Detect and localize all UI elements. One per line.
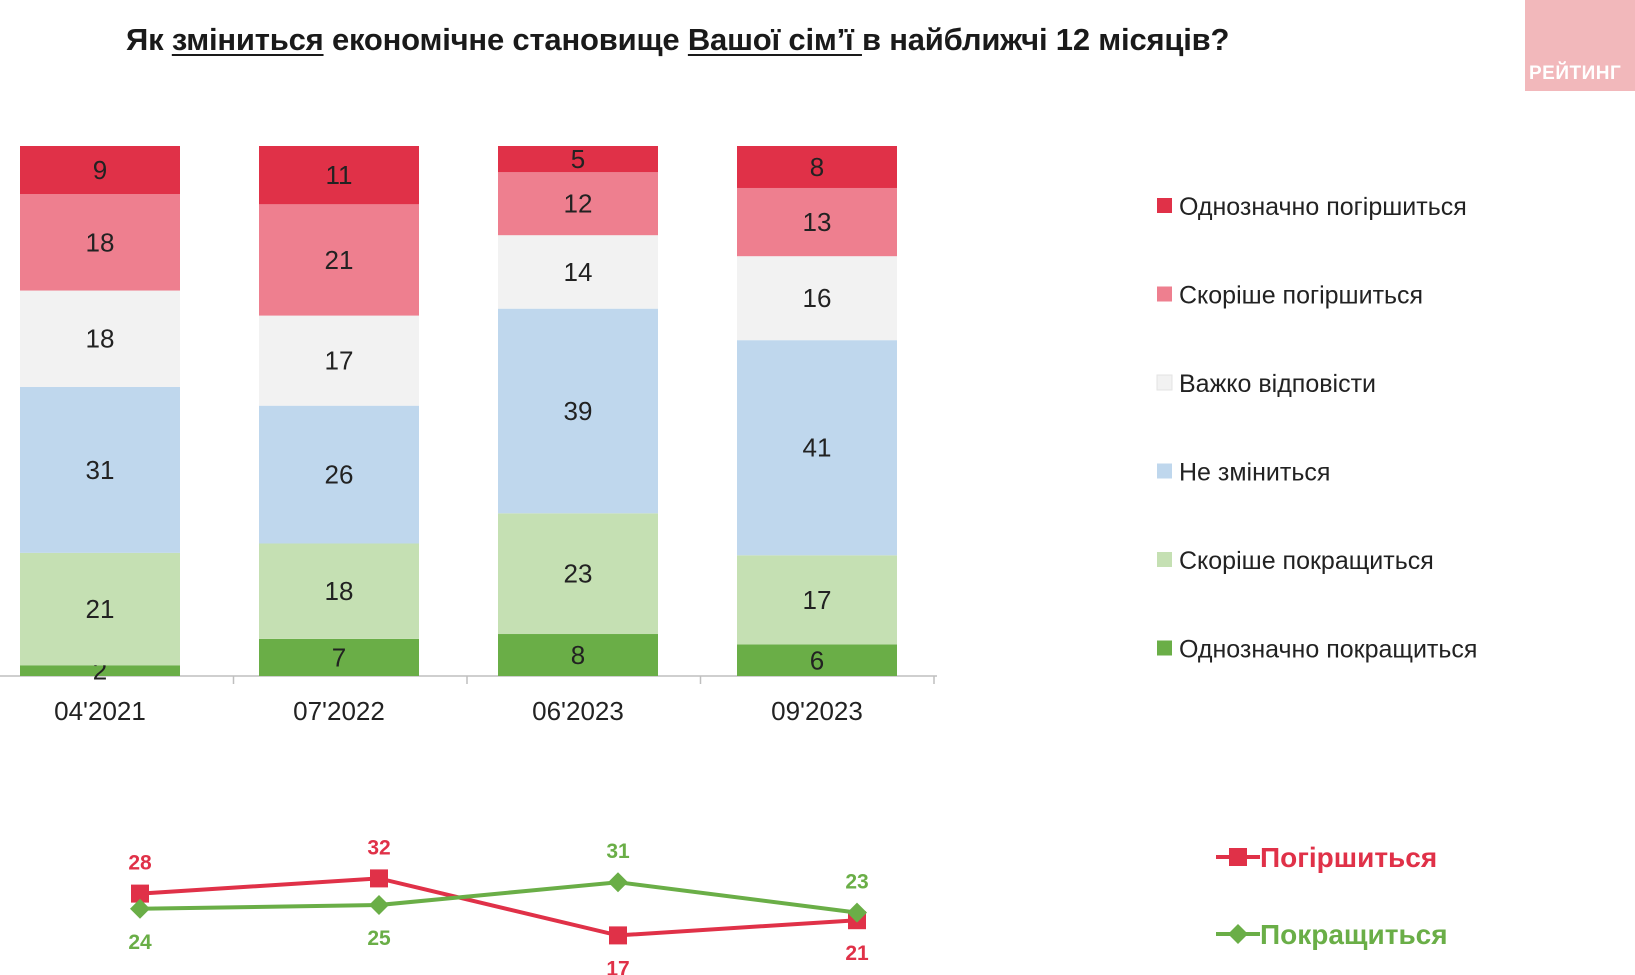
bar-value-label: 31 [86,455,115,485]
bar-value-label: 17 [803,585,832,615]
line-value-label: 21 [845,942,869,965]
bar-segment-definitely-worse [498,146,658,173]
bar-segment-definitely-worse [259,146,419,205]
bar-value-label: 6 [810,645,824,675]
bar-value-label: 39 [564,396,593,426]
line-value-label: 24 [128,931,152,954]
line-value-label: 23 [845,871,868,894]
legend-swatch-rather-better [1157,552,1172,567]
marker-diamond-2 [608,872,628,893]
bar-value-label: 18 [86,227,115,257]
bar-value-label: 9 [93,155,107,185]
bar-segment-rather-better [259,543,419,639]
bar-segment-rather-better [498,513,658,635]
chart-title: Як зміниться економічне становище Вашої … [126,22,1229,58]
bar-segment-rather-better [20,552,180,666]
line-value-label: 31 [606,840,630,863]
bar-segment-hard-to-say [737,256,897,341]
category-label: 06'2023 [532,696,624,726]
bar-value-label: 13 [803,207,832,237]
line-line-worse [139,876,858,938]
bar-segment-rather-worse [498,172,658,236]
legend-label: Однозначно погіршиться [1179,193,1467,221]
bar-segment-no-change [737,340,897,556]
marker-square-0 [131,884,149,903]
rating-logo: РЕЙТИНГ [1525,0,1635,91]
bar-value-label: 8 [571,640,585,670]
bar-value-label: 5 [571,144,585,174]
bar-value-label: 7 [332,642,346,672]
marker-square-1 [370,869,388,888]
legend-swatch-hard-to-say [1156,374,1173,391]
marker-diamond-3 [847,902,867,923]
legend-swatch-rather-worse [1157,286,1172,302]
bar-segment-no-change [259,405,419,544]
line-legend-label: Покращиться [1260,919,1448,950]
bar-value-label: 14 [564,257,593,287]
category-label: 09'2023 [771,696,863,726]
bar-value-label: 18 [86,324,115,354]
bar-value-label: 21 [325,245,354,275]
line-line-better [139,880,858,915]
legend-label: Скоріше погіршиться [1179,282,1423,310]
title-part-2: зміниться [171,22,324,57]
legend-swatch-definitely-worse [1157,198,1172,213]
line-value-label: 28 [128,852,152,875]
line-legend-label: Погіршиться [1260,842,1437,873]
bar-value-label: 17 [325,346,354,376]
legend-swatch-definitely-better [1157,640,1172,656]
category-label: 04'2021 [54,696,146,726]
bar-value-label: 41 [803,433,832,463]
line-value-label: 17 [606,957,629,975]
line-value-label: 32 [367,836,390,859]
bar-segment-definitely-worse [20,146,180,195]
bar-segment-hard-to-say [20,290,180,387]
bar-segment-no-change [498,308,658,514]
legend-label: Важко відповісти [1179,370,1376,398]
bar-value-label: 11 [326,160,353,190]
legend-label: Однозначно покращиться [1179,636,1477,664]
legend-label: Скоріше покращиться [1179,547,1434,575]
category-label: 07'2022 [293,696,385,726]
bar-segment-rather-worse [20,194,180,291]
title-part-1: Як [126,22,172,57]
bar-value-label: 16 [803,283,832,313]
title-part-5: в найближчі 12 місяців? [861,22,1230,57]
bar-segment-definitely-worse [737,146,897,188]
bar-value-label: 26 [325,460,354,490]
marker-diamond-0 [130,898,150,919]
rating-logo-text: РЕЙТИНГ [1529,63,1622,84]
bar-segment-hard-to-say [259,315,419,406]
legend-swatch-no-change [1157,463,1172,479]
bar-value-label: 18 [325,576,354,606]
bar-value-label: 12 [564,189,593,219]
bar-value-label: 8 [810,152,824,182]
bar-value-label: 21 [86,594,115,624]
title-part-3: економічне становище [323,22,688,57]
marker-diamond-1 [369,895,389,915]
line-legend-marker-square [1229,848,1247,866]
line-value-label: 25 [367,927,391,950]
title-part-4: Вашої сім’ї [687,22,862,57]
bar-segment-rather-better [737,555,897,645]
marker-square-2 [609,926,627,945]
bar-segment-definitely-better [20,665,180,676]
bar-segment-hard-to-say [498,235,658,309]
bar-segment-definitely-better [498,634,658,676]
bar-segment-definitely-better [737,644,897,676]
bar-segment-rather-worse [737,187,897,257]
bar-segment-definitely-better [259,638,419,676]
line-legend-marker-diamond [1228,924,1248,944]
legend-label: Не зміниться [1179,459,1330,487]
bar-value-label: 23 [564,559,593,589]
bar-segment-rather-worse [259,204,419,316]
bar-segment-no-change [20,386,180,553]
